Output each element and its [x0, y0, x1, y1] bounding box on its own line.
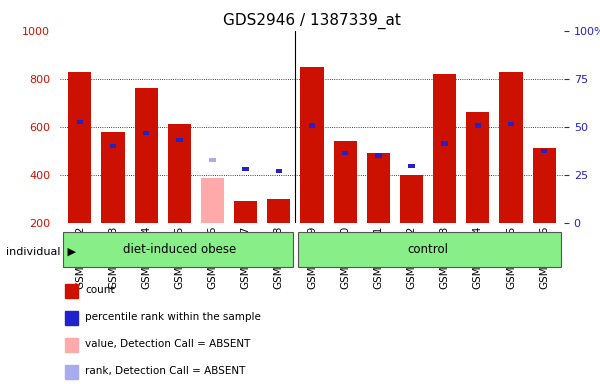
Text: count: count — [85, 285, 115, 295]
Bar — [342, 151, 349, 155]
Bar — [201, 178, 224, 223]
Bar — [375, 153, 382, 158]
Bar — [275, 169, 282, 173]
Bar — [176, 138, 182, 142]
Bar — [309, 123, 315, 127]
Title: GDS2946 / 1387339_at: GDS2946 / 1387339_at — [223, 13, 401, 29]
FancyBboxPatch shape — [298, 232, 560, 267]
Bar — [134, 88, 158, 223]
Bar — [68, 71, 91, 223]
Bar — [110, 144, 116, 148]
Bar — [267, 199, 290, 223]
Bar — [101, 131, 125, 223]
Bar — [541, 149, 547, 153]
Bar — [143, 131, 149, 135]
FancyBboxPatch shape — [64, 232, 293, 267]
Bar — [499, 71, 523, 223]
Bar — [209, 158, 216, 162]
Text: percentile rank within the sample: percentile rank within the sample — [85, 312, 261, 322]
Bar — [234, 201, 257, 223]
Bar — [400, 175, 423, 223]
Bar — [65, 284, 77, 298]
Bar — [408, 164, 415, 169]
Bar — [533, 148, 556, 223]
Bar — [442, 141, 448, 146]
Bar — [433, 74, 456, 223]
Bar — [242, 167, 249, 171]
Bar — [466, 113, 490, 223]
Text: individual  ▶: individual ▶ — [6, 247, 76, 257]
Bar — [65, 338, 77, 352]
Bar — [168, 124, 191, 223]
Bar — [77, 120, 83, 124]
Bar — [301, 67, 323, 223]
Text: rank, Detection Call = ABSENT: rank, Detection Call = ABSENT — [85, 366, 245, 376]
Bar — [367, 153, 390, 223]
Text: control: control — [407, 243, 449, 256]
Bar — [508, 122, 514, 126]
Text: diet-induced obese: diet-induced obese — [123, 243, 236, 256]
Text: value, Detection Call = ABSENT: value, Detection Call = ABSENT — [85, 339, 251, 349]
Bar — [65, 311, 77, 325]
Bar — [475, 123, 481, 127]
Bar — [65, 365, 77, 379]
Bar — [334, 141, 357, 223]
